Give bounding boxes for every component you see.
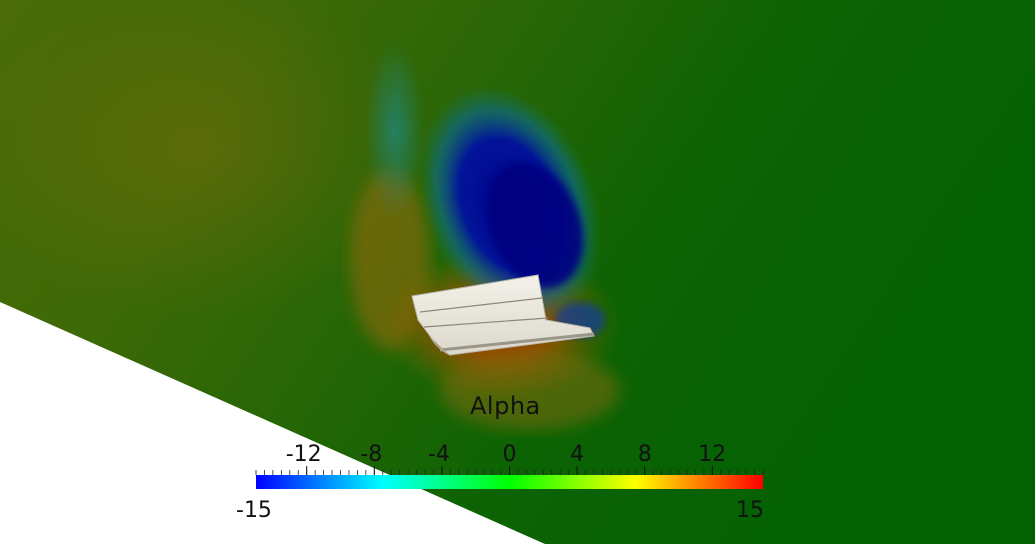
colorbar-title: Alpha (470, 392, 541, 420)
colorbar-min-label: -15 (236, 498, 272, 523)
colorbar-tick-label: -4 (427, 442, 450, 467)
airfoil-body[interactable] (411, 274, 595, 356)
colorbar-minor-ticks (255, 470, 764, 475)
colorbar-tick-label: -8 (360, 442, 383, 467)
colorbar-major-ticks (306, 466, 713, 475)
colorbar-tick-label: -12 (285, 442, 322, 467)
colorbar-tick-label: 4 (570, 442, 585, 467)
colorbar-tick-label: 8 (637, 442, 652, 467)
colorbar-tick-label: 12 (698, 442, 727, 467)
colorbar-gradient (256, 475, 763, 489)
colorbar (255, 466, 764, 489)
colorbar-tick-label: 0 (502, 442, 517, 467)
colorbar-max-label: 15 (736, 498, 764, 523)
